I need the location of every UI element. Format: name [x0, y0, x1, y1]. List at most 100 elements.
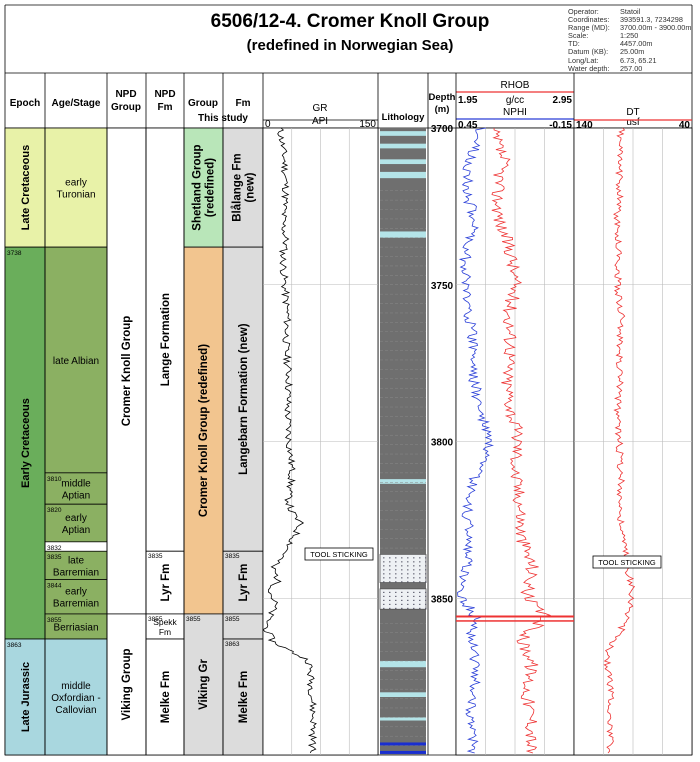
depth-mark: 3820 — [47, 507, 62, 514]
depth-mark: 3835 — [225, 553, 240, 560]
lithology-dot — [383, 591, 385, 593]
nphi-scale-min: 0.45 — [458, 120, 478, 131]
well-info-labels: Operator: Coordinates: Range (MD): Scale: TD… — [568, 7, 610, 73]
lithology-dot — [395, 557, 397, 559]
depth-mark: 3855 — [148, 616, 163, 623]
stage-label: Barremian — [53, 599, 99, 610]
lithology-dot — [401, 595, 403, 597]
lithology-dot — [389, 557, 391, 559]
npd-fm-header: Fm — [158, 102, 173, 113]
this-group-band — [183, 127, 224, 248]
depth-mark: 3832 — [47, 545, 62, 552]
epoch-label: Late Cretaceous — [20, 145, 32, 231]
lithology-dot — [419, 591, 421, 593]
gr-tool-sticking-note: TOOL STICKING — [310, 550, 368, 559]
info-label: Operator: — [568, 7, 599, 16]
lithology-dot — [401, 569, 403, 571]
rhob-curve — [491, 127, 552, 754]
lithology-dot — [419, 573, 421, 575]
lithology-sand — [380, 171, 426, 179]
lithology-dot — [401, 561, 403, 563]
lithology-sand — [380, 131, 426, 136]
info-label: Water depth: — [568, 63, 610, 73]
this-fm-band — [222, 246, 264, 552]
depth-mark: 3844 — [47, 582, 62, 589]
stage-label: late — [68, 555, 85, 566]
lithology-dot — [425, 591, 427, 593]
info-value: 393591.3, 7234298 — [620, 15, 683, 25]
lithology-dot — [419, 607, 421, 609]
figure-subtitle: (redefined in Norwegian Sea) — [246, 37, 454, 54]
this-fm-label: Blålange Fm — [232, 153, 244, 221]
stage-label: Aptian — [62, 525, 90, 536]
lithology-dot — [419, 561, 421, 563]
stage-band — [44, 613, 108, 640]
stage-label: early — [65, 178, 87, 189]
lithology-dot — [389, 599, 391, 601]
lithology-dot — [407, 591, 409, 593]
lithology-coal — [380, 742, 426, 746]
lithology-dot — [383, 595, 385, 597]
lithology-sand — [380, 231, 426, 238]
nphi-curve — [457, 127, 494, 754]
rhob-spike — [456, 620, 574, 622]
lithology-dot — [389, 569, 391, 571]
lithology-dot — [425, 569, 427, 571]
this-fm-band — [222, 613, 264, 640]
this-group-label: Shetland Group — [192, 144, 204, 230]
epoch-header: Epoch — [10, 98, 41, 109]
lithology-dot — [413, 599, 415, 601]
depth-mark: 3810 — [47, 476, 62, 483]
lithology-dot — [389, 607, 391, 609]
lithology-dot — [413, 595, 415, 597]
lithology-dot — [413, 557, 415, 559]
this-fm-label: Melke Fm — [238, 671, 250, 723]
npd-fm-band — [145, 613, 185, 640]
rhob-scale-min: 1.95 — [458, 95, 478, 106]
lithology-dot — [407, 565, 409, 567]
lithology-dot — [419, 577, 421, 579]
lithology-sand — [380, 479, 426, 484]
stage-band — [44, 472, 108, 505]
depth-tick-label: 3850 — [431, 594, 454, 605]
lithology-dot — [407, 603, 409, 605]
lithology-dot — [383, 569, 385, 571]
lithology-header: Lithology — [382, 112, 425, 123]
npd-fm-label: Fm — [159, 627, 171, 637]
figure-title: 6506/12-4. Cromer Knoll Group — [210, 11, 490, 32]
well-info-values: Statoil 393591.3, 7234298 3700.00m - 3900.… — [620, 7, 691, 73]
npd-group-label: Viking Group — [121, 648, 133, 720]
lithology-dot — [401, 581, 403, 583]
gr-scale-min: 0 — [265, 119, 271, 130]
npd-fm-label: Lange Formation — [160, 293, 172, 386]
dt-scale-max: 40 — [679, 120, 691, 131]
rhob-header: RHOB — [501, 80, 530, 91]
depth-mark: 3855 — [186, 616, 201, 623]
lithology-dot — [425, 599, 427, 601]
lithology-dot — [389, 565, 391, 567]
npd-fm-label: Lyr Fm — [160, 564, 172, 602]
rhob-spike — [456, 615, 574, 618]
dt-tool-sticking-note-box — [592, 555, 662, 569]
epoch-band — [4, 246, 46, 640]
lithology-dot — [395, 577, 397, 579]
info-label: Long/Lat: — [568, 55, 599, 65]
lithology-dot — [395, 591, 397, 593]
depth-mark: 3863 — [225, 641, 240, 648]
depth-tick-label: 3700 — [431, 124, 454, 135]
lithology-dot — [389, 561, 391, 563]
lithology-dot — [395, 603, 397, 605]
lithology-dot — [401, 565, 403, 567]
lithology-sand — [380, 660, 426, 668]
stage-label: Berriasian — [53, 622, 98, 633]
info-value: 4457.00m — [620, 39, 653, 49]
stage-label: middle — [61, 681, 91, 692]
gr-curve — [262, 127, 318, 754]
npd-fm-band — [145, 638, 185, 756]
lithology-dot — [407, 595, 409, 597]
stage-band — [44, 550, 108, 580]
depth-mark: 3855 — [47, 617, 62, 624]
lithology-dot — [419, 557, 421, 559]
epoch-label: Early Cretaceous — [20, 398, 32, 488]
npd-fm-band — [145, 550, 185, 615]
